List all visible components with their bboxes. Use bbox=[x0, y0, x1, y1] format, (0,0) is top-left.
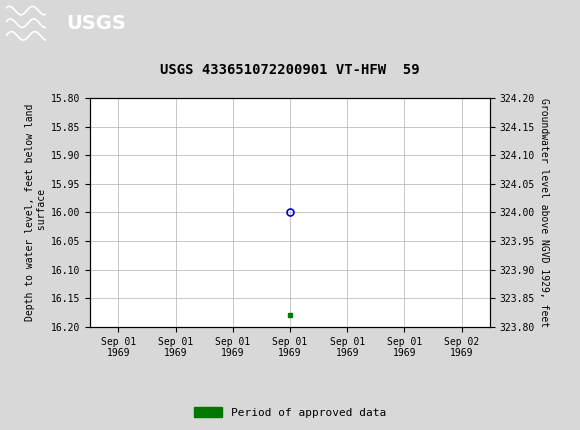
Y-axis label: Depth to water level, feet below land
 surface: Depth to water level, feet below land su… bbox=[25, 104, 46, 321]
Text: USGS 433651072200901 VT-HFW  59: USGS 433651072200901 VT-HFW 59 bbox=[160, 63, 420, 77]
Y-axis label: Groundwater level above NGVD 1929, feet: Groundwater level above NGVD 1929, feet bbox=[539, 98, 549, 327]
Legend: Period of approved data: Period of approved data bbox=[190, 403, 390, 422]
Text: USGS: USGS bbox=[67, 14, 126, 33]
